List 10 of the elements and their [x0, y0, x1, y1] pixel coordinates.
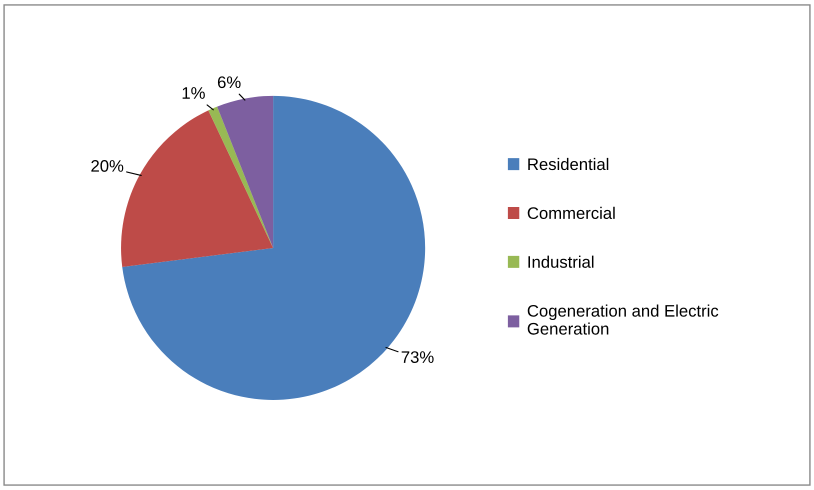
legend-label: Industrial: [528, 256, 594, 268]
data-label: 20%: [91, 160, 124, 172]
legend-label: Commercial: [528, 206, 615, 220]
legend-label: Cogeneration and Electric Generation: [528, 304, 718, 335]
data-label: 6%: [218, 76, 241, 88]
legend-label: Residential: [528, 158, 608, 170]
pie-slice: [217, 96, 274, 248]
pie-slice: [208, 106, 274, 248]
data-label: 1%: [182, 87, 205, 99]
data-label: 73%: [402, 351, 434, 364]
